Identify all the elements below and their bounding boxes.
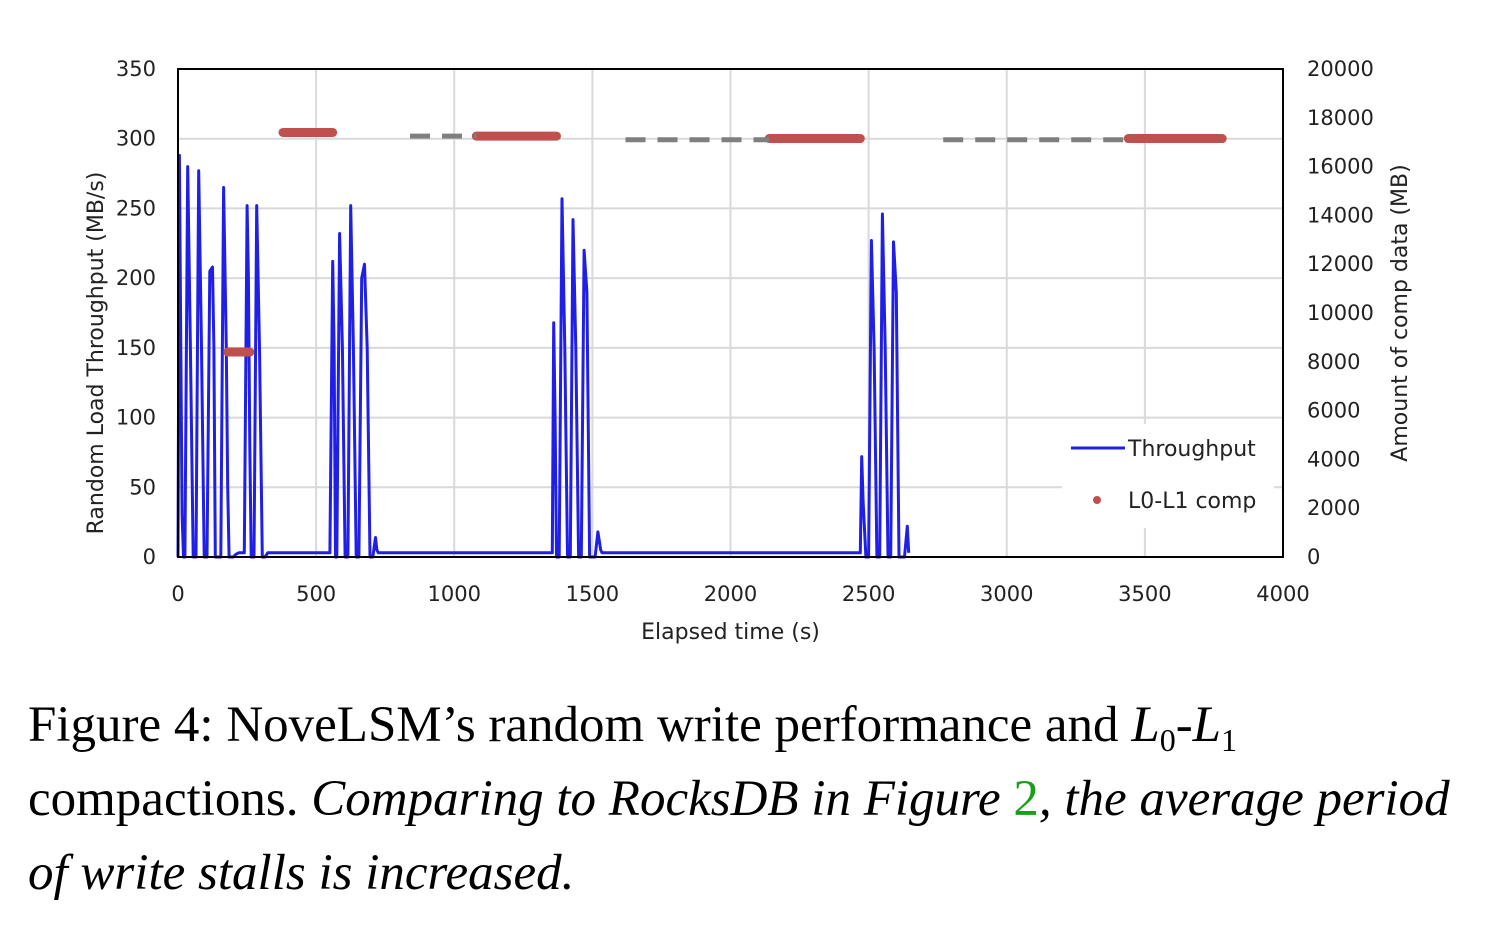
y-tick-label: 200	[116, 266, 156, 290]
x-tick-label: 0	[171, 582, 184, 606]
x-tick-label: 500	[296, 582, 336, 606]
y2-tick-label: 4000	[1307, 447, 1360, 471]
caption-dash: -	[1175, 697, 1193, 753]
y-tick-label: 150	[116, 336, 156, 360]
x-tick-label: 2000	[704, 582, 757, 606]
caption-math-l0: L0	[1131, 697, 1176, 758]
legend-label-throughput: Throughput	[1127, 437, 1256, 462]
x-axis-title: Elapsed time (s)	[641, 620, 820, 645]
y2-tick-label: 0	[1307, 545, 1320, 569]
legend-label-l0-l1: L0-L1 comp	[1128, 489, 1256, 514]
y-tick-label: 250	[116, 196, 156, 220]
y2-axis-title: Amount of comp data (MB)	[1388, 164, 1413, 461]
caption-italic-post: , the average period of write stalls is …	[28, 771, 1450, 901]
y-axis-title: Random Load Throughput (MB/s)	[84, 172, 109, 535]
x-tick-label: 3500	[1118, 582, 1171, 606]
y2-tick-label: 8000	[1307, 350, 1360, 374]
y2-tick-label: 6000	[1307, 399, 1360, 423]
y2-tick-label: 12000	[1307, 252, 1374, 276]
x-tick-label: 3000	[980, 582, 1033, 606]
x-tick-label: 2500	[842, 582, 895, 606]
caption-compactions: compactions.	[28, 771, 299, 827]
y2-tick-label: 18000	[1307, 106, 1374, 130]
x-tick-label: 4000	[1256, 582, 1309, 606]
y2-tick-label: 16000	[1307, 155, 1374, 179]
y2-tick-label: 20000	[1307, 57, 1374, 81]
caption-label: Figure 4:	[28, 697, 214, 753]
y-tick-label: 300	[116, 127, 156, 151]
series-line-throughput	[176, 153, 911, 559]
x-tick-label: 1000	[428, 582, 481, 606]
caption-main-text: NoveLSM’s random write performance and	[226, 697, 1119, 753]
legend-marker-l0-l1	[1093, 496, 1101, 504]
y2-tick-label: 2000	[1307, 496, 1360, 520]
x-tick-label: 1500	[566, 582, 619, 606]
figure-ref-link[interactable]: 2	[1013, 771, 1039, 827]
legend-background	[1062, 424, 1274, 528]
y-tick-label: 0	[143, 545, 156, 569]
legend: Throughput L0-L1 comp	[1062, 424, 1274, 528]
caption-italic-pre: Comparing to RocksDB in Figure	[311, 771, 1001, 827]
caption-math-l1: L1	[1192, 697, 1238, 758]
y-tick-label: 50	[129, 475, 156, 499]
y2-tick-label: 10000	[1307, 301, 1374, 325]
plot-frame	[177, 68, 1284, 558]
y2-tick-label: 14000	[1307, 203, 1374, 227]
y-tick-label: 350	[116, 57, 156, 81]
figure-caption: Figure 4: NoveLSM’s random write perform…	[28, 688, 1498, 910]
y-tick-label: 100	[116, 406, 156, 430]
series-layer	[176, 127, 1227, 559]
